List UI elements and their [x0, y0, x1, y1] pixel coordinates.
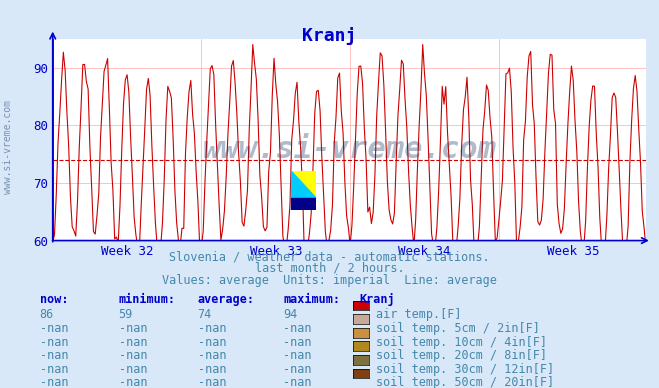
- Polygon shape: [291, 198, 316, 210]
- Text: Values: average  Units: imperial  Line: average: Values: average Units: imperial Line: av…: [162, 274, 497, 287]
- Polygon shape: [291, 171, 316, 198]
- Text: -nan: -nan: [283, 349, 312, 362]
- Text: -nan: -nan: [40, 322, 68, 335]
- Text: -nan: -nan: [119, 376, 147, 388]
- Text: average:: average:: [198, 293, 254, 306]
- Text: -nan: -nan: [119, 336, 147, 349]
- Text: -nan: -nan: [40, 363, 68, 376]
- Text: -nan: -nan: [198, 376, 226, 388]
- Text: -nan: -nan: [40, 376, 68, 388]
- Text: -nan: -nan: [40, 336, 68, 349]
- Text: last month / 2 hours.: last month / 2 hours.: [254, 262, 405, 275]
- Text: Kranj: Kranj: [302, 27, 357, 45]
- Polygon shape: [291, 171, 316, 198]
- Text: soil temp. 10cm / 4in[F]: soil temp. 10cm / 4in[F]: [376, 336, 546, 349]
- Text: -nan: -nan: [198, 322, 226, 335]
- Text: -nan: -nan: [283, 336, 312, 349]
- Text: 74: 74: [198, 308, 212, 322]
- Text: soil temp. 50cm / 20in[F]: soil temp. 50cm / 20in[F]: [376, 376, 554, 388]
- Text: air temp.[F]: air temp.[F]: [376, 308, 461, 322]
- Text: -nan: -nan: [119, 349, 147, 362]
- Text: www.si-vreme.com: www.si-vreme.com: [3, 100, 13, 194]
- Text: -nan: -nan: [198, 336, 226, 349]
- Text: -nan: -nan: [283, 363, 312, 376]
- Text: www.si-vreme.com: www.si-vreme.com: [202, 135, 496, 164]
- Text: 59: 59: [119, 308, 133, 322]
- Text: now:: now:: [40, 293, 68, 306]
- Text: -nan: -nan: [119, 322, 147, 335]
- Text: 86: 86: [40, 308, 54, 322]
- Text: minimum:: minimum:: [119, 293, 175, 306]
- Text: soil temp. 20cm / 8in[F]: soil temp. 20cm / 8in[F]: [376, 349, 546, 362]
- Text: -nan: -nan: [40, 349, 68, 362]
- Text: maximum:: maximum:: [283, 293, 340, 306]
- Text: -nan: -nan: [198, 363, 226, 376]
- Text: -nan: -nan: [198, 349, 226, 362]
- Text: Kranj: Kranj: [359, 293, 395, 306]
- Text: soil temp. 5cm / 2in[F]: soil temp. 5cm / 2in[F]: [376, 322, 540, 335]
- Text: soil temp. 30cm / 12in[F]: soil temp. 30cm / 12in[F]: [376, 363, 554, 376]
- Text: -nan: -nan: [283, 322, 312, 335]
- Text: Slovenia / weather data - automatic stations.: Slovenia / weather data - automatic stat…: [169, 250, 490, 263]
- Text: -nan: -nan: [119, 363, 147, 376]
- Text: 94: 94: [283, 308, 298, 322]
- Text: -nan: -nan: [283, 376, 312, 388]
